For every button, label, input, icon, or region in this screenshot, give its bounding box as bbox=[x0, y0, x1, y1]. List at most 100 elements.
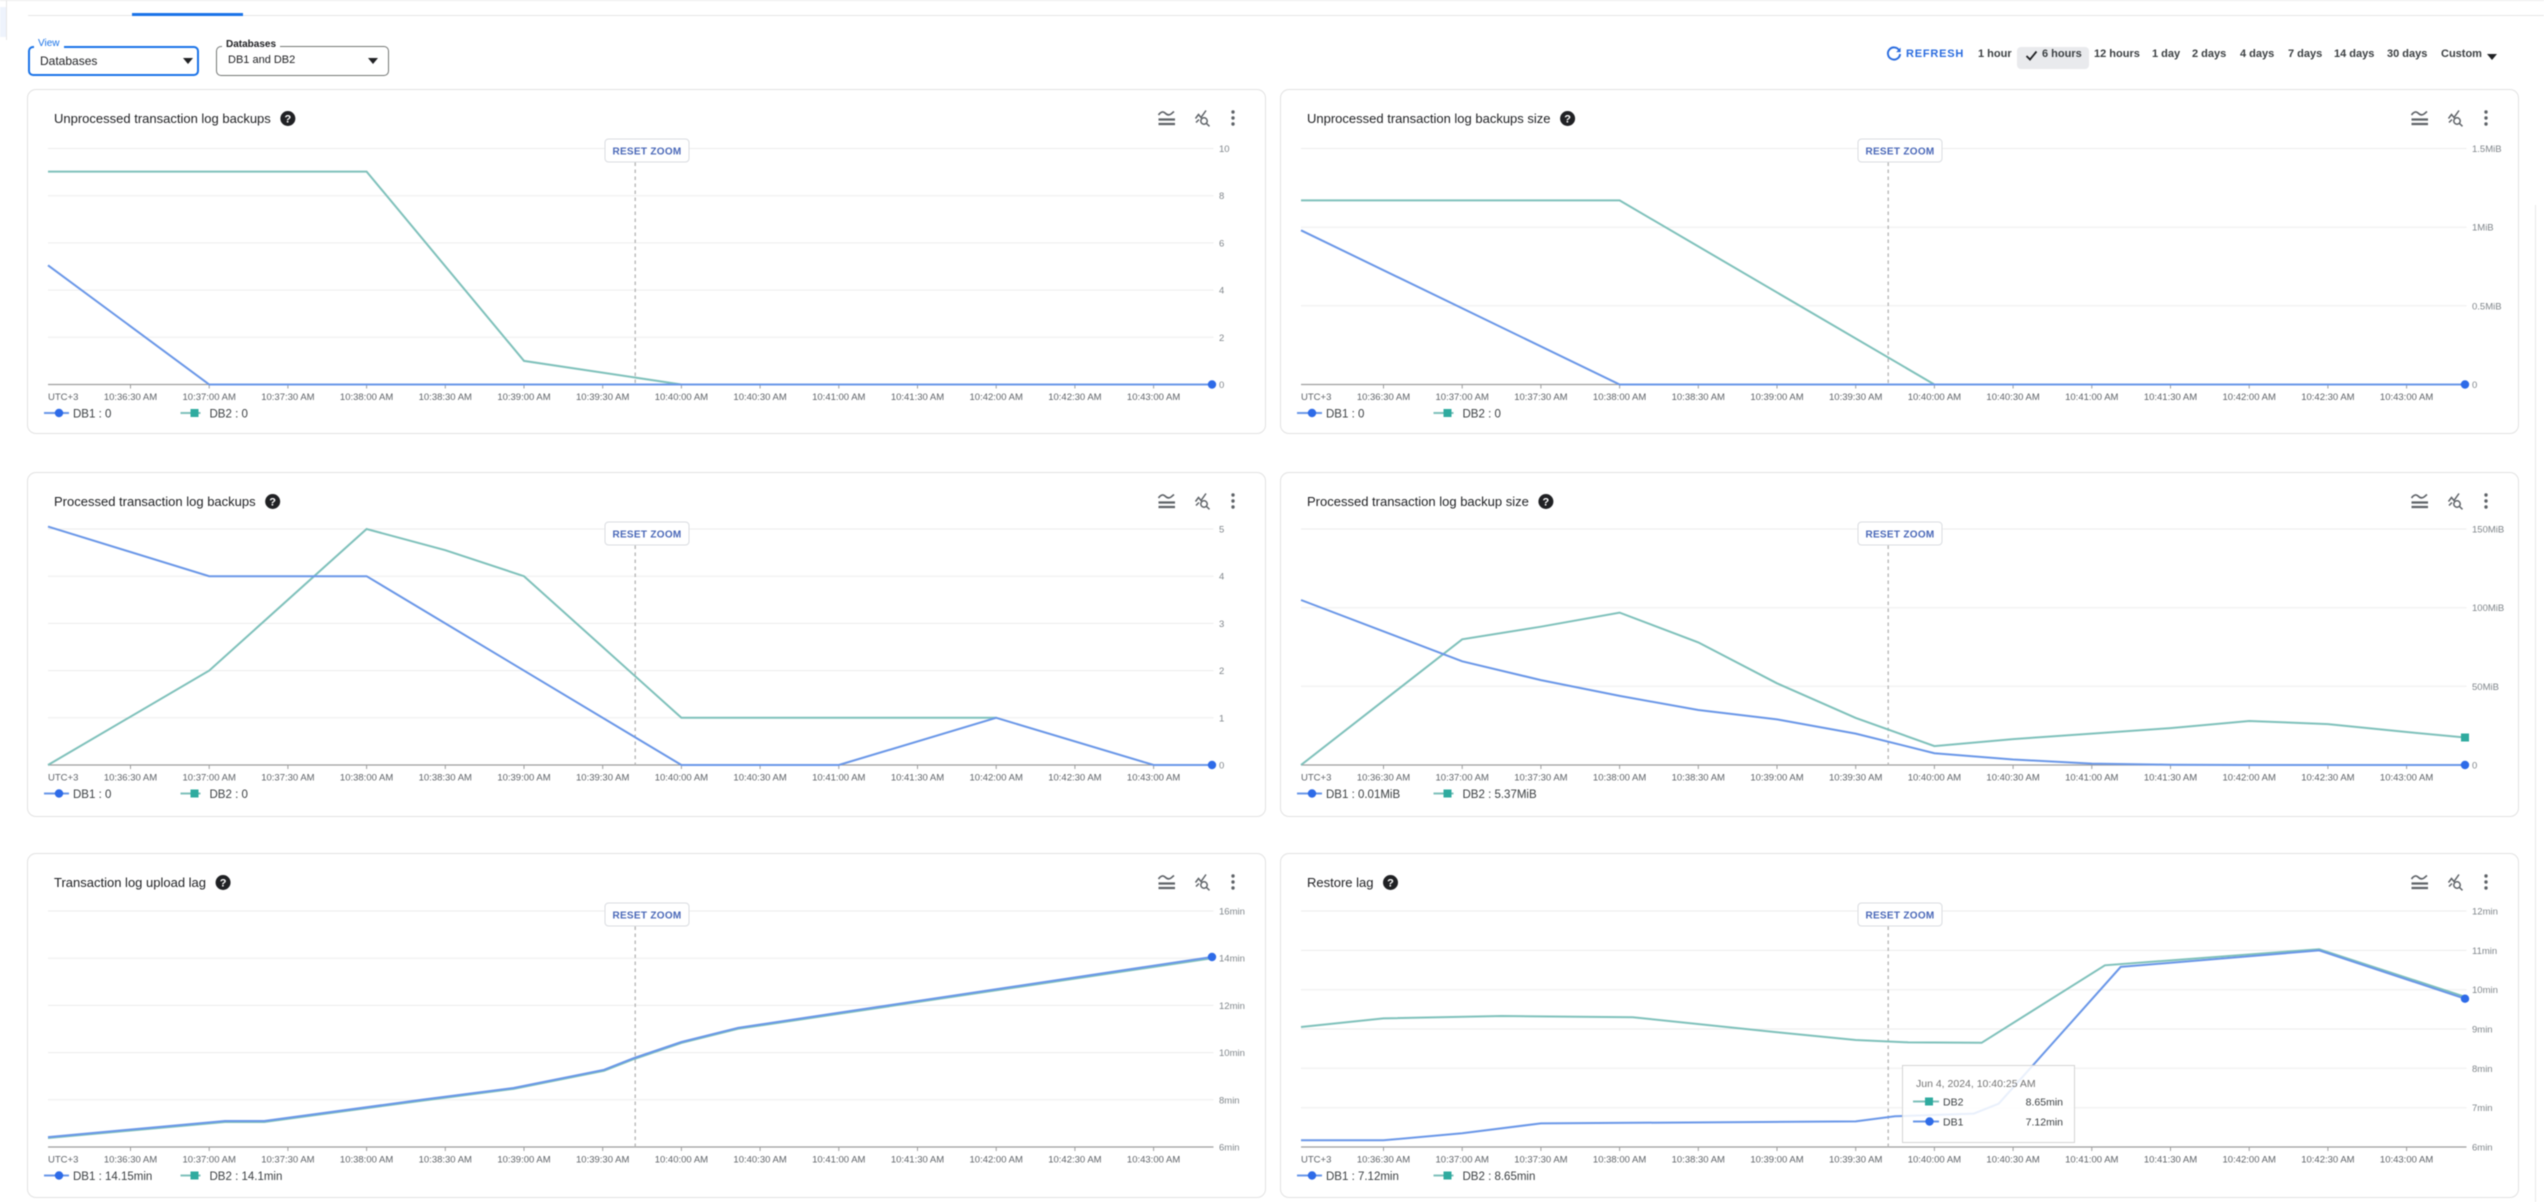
svg-text:10:37:00 AM: 10:37:00 AM bbox=[1435, 773, 1488, 784]
svg-text:10:38:30 AM: 10:38:30 AM bbox=[1671, 392, 1724, 403]
svg-text:0: 0 bbox=[2472, 380, 2477, 391]
svg-text:10:39:00 AM: 10:39:00 AM bbox=[497, 392, 550, 403]
svg-text:10:37:30 AM: 10:37:30 AM bbox=[261, 392, 314, 403]
svg-text:10:37:00 AM: 10:37:00 AM bbox=[183, 392, 236, 403]
svg-text:10:43:00 AM: 10:43:00 AM bbox=[1127, 392, 1180, 403]
svg-text:10:39:30 AM: 10:39:30 AM bbox=[576, 773, 629, 784]
svg-text:10:37:00 AM: 10:37:00 AM bbox=[183, 773, 236, 784]
svg-text:1: 1 bbox=[1219, 713, 1224, 724]
svg-text:7.12min: 7.12min bbox=[2026, 1117, 2064, 1129]
svg-text:10:42:30 AM: 10:42:30 AM bbox=[1048, 773, 1101, 784]
svg-text:?: ? bbox=[1564, 113, 1571, 125]
svg-text:?: ? bbox=[1542, 496, 1549, 508]
svg-text:10:41:30 AM: 10:41:30 AM bbox=[891, 1155, 944, 1166]
svg-text:10:40:00 AM: 10:40:00 AM bbox=[1907, 773, 1960, 784]
svg-text:DB1 : 0: DB1 : 0 bbox=[1326, 409, 1364, 421]
svg-text:Unprocessed transaction log ba: Unprocessed transaction log backups size bbox=[1307, 111, 1551, 126]
svg-text:10:37:30 AM: 10:37:30 AM bbox=[1514, 1155, 1567, 1166]
svg-text:10:40:00 AM: 10:40:00 AM bbox=[1907, 392, 1960, 403]
svg-text:0: 0 bbox=[1219, 761, 1224, 772]
svg-text:10:41:00 AM: 10:41:00 AM bbox=[2065, 773, 2118, 784]
svg-text:10:37:30 AM: 10:37:30 AM bbox=[1514, 773, 1567, 784]
svg-text:10:39:30 AM: 10:39:30 AM bbox=[1829, 1155, 1882, 1166]
svg-text:8.65min: 8.65min bbox=[2026, 1097, 2064, 1109]
svg-text:10:41:30 AM: 10:41:30 AM bbox=[2143, 1155, 2196, 1166]
svg-text:10:40:00 AM: 10:40:00 AM bbox=[655, 392, 708, 403]
svg-text:5: 5 bbox=[1219, 525, 1224, 536]
svg-text:10:41:00 AM: 10:41:00 AM bbox=[2065, 1155, 2118, 1166]
svg-text:?: ? bbox=[220, 877, 227, 889]
svg-text:8min: 8min bbox=[1219, 1095, 1240, 1106]
svg-text:DB1 : 14.15min: DB1 : 14.15min bbox=[73, 1171, 152, 1183]
svg-text:10:37:00 AM: 10:37:00 AM bbox=[1435, 1155, 1488, 1166]
svg-text:10:40:30 AM: 10:40:30 AM bbox=[1986, 773, 2039, 784]
svg-text:10: 10 bbox=[1219, 144, 1230, 155]
svg-text:10:39:30 AM: 10:39:30 AM bbox=[576, 392, 629, 403]
svg-text:10:37:00 AM: 10:37:00 AM bbox=[1435, 392, 1488, 403]
svg-text:10:38:30 AM: 10:38:30 AM bbox=[419, 1155, 472, 1166]
svg-text:0: 0 bbox=[2472, 761, 2477, 772]
svg-text:2: 2 bbox=[1219, 666, 1224, 677]
svg-text:Unprocessed transaction log ba: Unprocessed transaction log backups bbox=[54, 111, 271, 126]
svg-text:10:38:30 AM: 10:38:30 AM bbox=[1671, 1155, 1724, 1166]
svg-text:10:43:00 AM: 10:43:00 AM bbox=[1127, 773, 1180, 784]
svg-text:10:39:00 AM: 10:39:00 AM bbox=[1750, 773, 1803, 784]
svg-text:10:38:00 AM: 10:38:00 AM bbox=[1592, 1155, 1645, 1166]
svg-text:10:41:30 AM: 10:41:30 AM bbox=[2143, 392, 2196, 403]
svg-text:10:36:30 AM: 10:36:30 AM bbox=[1356, 773, 1409, 784]
svg-text:DB2 : 8.65min: DB2 : 8.65min bbox=[1462, 1171, 1535, 1183]
svg-text:UTC+3: UTC+3 bbox=[48, 773, 78, 784]
svg-text:10:39:30 AM: 10:39:30 AM bbox=[1829, 773, 1882, 784]
svg-text:10:41:00 AM: 10:41:00 AM bbox=[812, 392, 865, 403]
svg-text:2: 2 bbox=[1219, 333, 1224, 344]
svg-text:10:41:00 AM: 10:41:00 AM bbox=[812, 1155, 865, 1166]
svg-text:DB2 : 0: DB2 : 0 bbox=[1462, 409, 1500, 421]
svg-text:Processed transaction log back: Processed transaction log backups bbox=[54, 494, 256, 509]
svg-text:10:40:30 AM: 10:40:30 AM bbox=[1986, 1155, 2039, 1166]
svg-text:50MiB: 50MiB bbox=[2472, 682, 2499, 693]
svg-text:10:39:30 AM: 10:39:30 AM bbox=[1829, 392, 1882, 403]
svg-text:10:42:30 AM: 10:42:30 AM bbox=[2301, 773, 2354, 784]
svg-text:10:42:30 AM: 10:42:30 AM bbox=[1048, 392, 1101, 403]
svg-text:DB1 : 0: DB1 : 0 bbox=[73, 789, 111, 801]
svg-text:10:41:30 AM: 10:41:30 AM bbox=[2143, 773, 2196, 784]
svg-text:10:37:30 AM: 10:37:30 AM bbox=[261, 773, 314, 784]
svg-text:3: 3 bbox=[1219, 619, 1224, 630]
svg-text:10:40:30 AM: 10:40:30 AM bbox=[733, 773, 786, 784]
svg-text:12min: 12min bbox=[1219, 1001, 1245, 1012]
svg-text:DB1 : 0: DB1 : 0 bbox=[73, 409, 111, 421]
svg-text:9min: 9min bbox=[2472, 1025, 2493, 1036]
svg-text:DB1 : 7.12min: DB1 : 7.12min bbox=[1326, 1171, 1399, 1183]
svg-text:10:36:30 AM: 10:36:30 AM bbox=[1356, 392, 1409, 403]
svg-text:8min: 8min bbox=[2472, 1064, 2493, 1075]
svg-text:1.5MiB: 1.5MiB bbox=[2472, 144, 2502, 155]
svg-text:10:43:00 AM: 10:43:00 AM bbox=[1127, 1155, 1180, 1166]
svg-text:10:40:30 AM: 10:40:30 AM bbox=[1986, 392, 2039, 403]
svg-text:10:41:00 AM: 10:41:00 AM bbox=[812, 773, 865, 784]
svg-text:DB1 : 0.01MiB: DB1 : 0.01MiB bbox=[1326, 789, 1400, 801]
svg-text:UTC+3: UTC+3 bbox=[1301, 1155, 1331, 1166]
svg-text:10:37:30 AM: 10:37:30 AM bbox=[1514, 392, 1567, 403]
svg-text:10:38:30 AM: 10:38:30 AM bbox=[1671, 773, 1724, 784]
svg-text:10:37:30 AM: 10:37:30 AM bbox=[261, 1155, 314, 1166]
svg-text:10:40:30 AM: 10:40:30 AM bbox=[733, 392, 786, 403]
svg-text:RESET ZOOM: RESET ZOOM bbox=[1865, 147, 1934, 158]
svg-text:1MiB: 1MiB bbox=[2472, 223, 2494, 234]
svg-text:14min: 14min bbox=[1219, 954, 1245, 965]
svg-text:10:42:00 AM: 10:42:00 AM bbox=[2222, 773, 2275, 784]
svg-text:10:42:30 AM: 10:42:30 AM bbox=[2301, 392, 2354, 403]
svg-text:7min: 7min bbox=[2472, 1103, 2493, 1114]
svg-text:RESET ZOOM: RESET ZOOM bbox=[1865, 911, 1934, 922]
svg-text:RESET ZOOM: RESET ZOOM bbox=[612, 911, 681, 922]
svg-text:10:40:00 AM: 10:40:00 AM bbox=[1907, 1155, 1960, 1166]
svg-text:10:38:30 AM: 10:38:30 AM bbox=[419, 392, 472, 403]
svg-text:6: 6 bbox=[1219, 238, 1224, 249]
svg-text:Jun 4, 2024, 10:40:25 AM: Jun 4, 2024, 10:40:25 AM bbox=[1916, 1078, 2036, 1090]
svg-text:10:39:30 AM: 10:39:30 AM bbox=[576, 1155, 629, 1166]
svg-text:10:42:30 AM: 10:42:30 AM bbox=[1048, 1155, 1101, 1166]
svg-text:10:38:30 AM: 10:38:30 AM bbox=[419, 773, 472, 784]
svg-text:10:38:00 AM: 10:38:00 AM bbox=[1592, 773, 1645, 784]
svg-text:UTC+3: UTC+3 bbox=[48, 392, 78, 403]
svg-text:?: ? bbox=[284, 113, 291, 125]
svg-text:DB1: DB1 bbox=[1943, 1117, 1964, 1129]
